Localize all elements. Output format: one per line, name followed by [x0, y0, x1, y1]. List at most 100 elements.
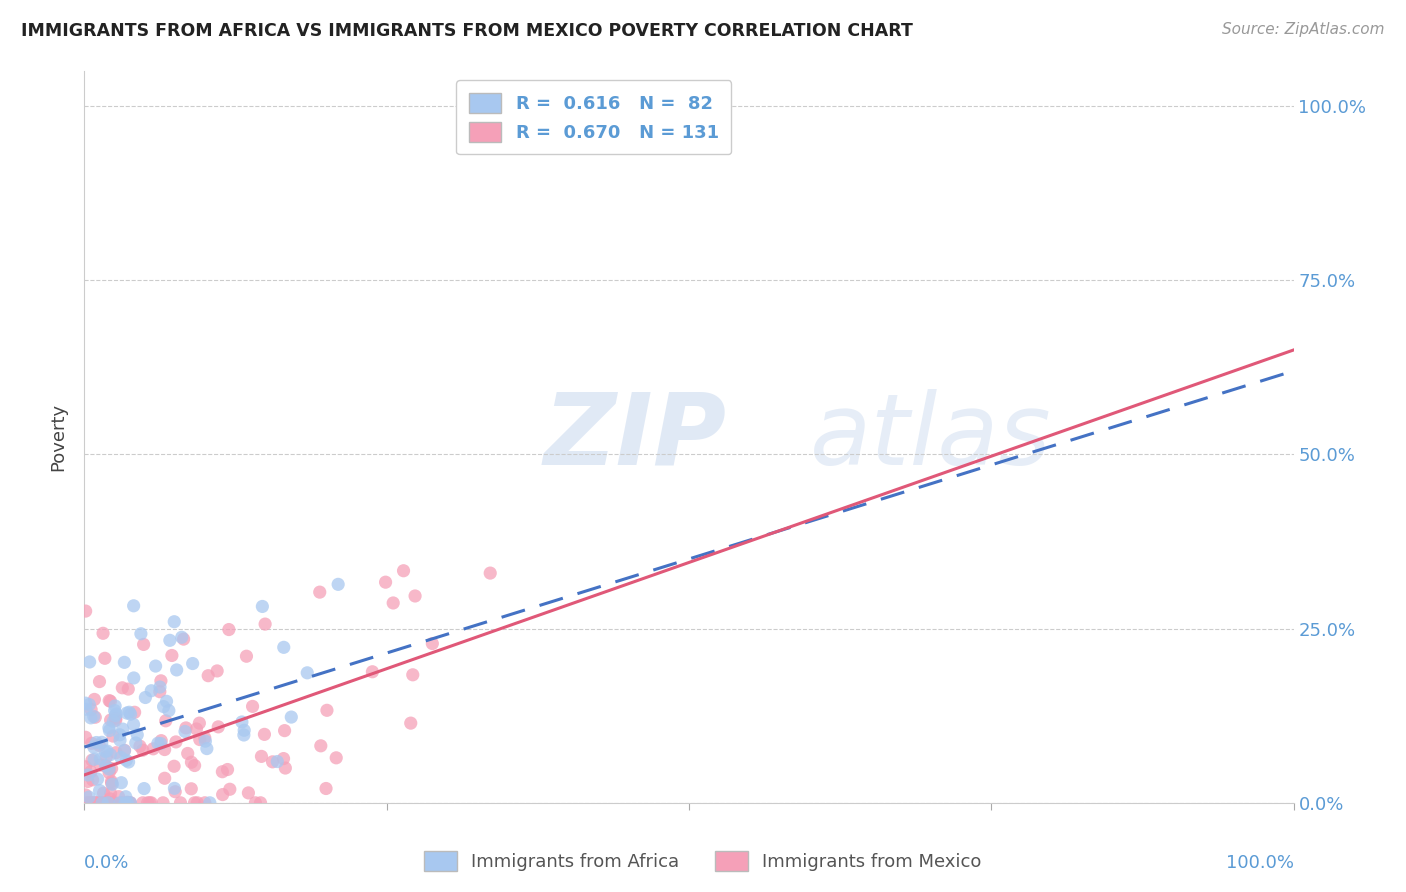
Point: [150, 733, 173, 747]
Point: [84, 796, 107, 810]
Point: [104, 796, 127, 810]
Point: [197, 669, 219, 683]
Point: [76, 774, 98, 789]
Point: [253, 727, 276, 741]
Point: [98, 723, 121, 738]
Point: [165, 735, 187, 749]
Point: [80, 711, 103, 725]
Point: [169, 796, 191, 810]
Text: 0.0%: 0.0%: [84, 854, 129, 872]
Point: [207, 720, 229, 734]
Point: [101, 796, 124, 810]
Point: [392, 564, 415, 578]
Point: [98, 792, 121, 806]
Point: [266, 755, 288, 769]
Point: [188, 716, 211, 731]
Point: [280, 710, 302, 724]
Point: [80, 753, 103, 767]
Point: [98, 762, 121, 776]
Point: [138, 796, 160, 810]
Point: [100, 747, 122, 762]
Point: [125, 736, 148, 750]
Point: [115, 706, 138, 720]
Point: [100, 774, 122, 789]
Point: [82, 796, 104, 810]
Point: [91, 796, 114, 810]
Point: [110, 796, 132, 810]
Point: [94, 759, 117, 773]
Point: [89, 739, 111, 753]
Point: [325, 751, 347, 765]
Point: [361, 665, 384, 679]
Point: [129, 626, 152, 640]
Point: [132, 743, 155, 757]
Point: [118, 796, 141, 810]
Point: [217, 763, 239, 777]
Point: [80, 764, 103, 779]
Point: [404, 589, 426, 603]
Y-axis label: Poverty: Poverty: [49, 403, 67, 471]
Point: [83, 752, 105, 766]
Point: [120, 796, 142, 810]
Point: [75, 788, 97, 802]
Point: [163, 781, 186, 796]
Point: [111, 681, 134, 695]
Point: [159, 633, 181, 648]
Point: [309, 739, 332, 753]
Point: [77, 768, 100, 782]
Point: [152, 796, 174, 810]
Point: [108, 728, 131, 742]
Point: [98, 765, 121, 780]
Point: [166, 663, 188, 677]
Point: [94, 759, 117, 773]
Point: [134, 690, 156, 705]
Point: [86, 735, 108, 749]
Text: atlas: atlas: [810, 389, 1052, 485]
Point: [153, 742, 176, 756]
Point: [120, 796, 142, 810]
Point: [211, 788, 233, 802]
Point: [124, 706, 146, 720]
Point: [82, 772, 104, 787]
Point: [402, 668, 425, 682]
Point: [273, 751, 295, 765]
Point: [91, 796, 114, 810]
Point: [110, 750, 132, 764]
Point: [198, 796, 221, 810]
Point: [118, 796, 141, 810]
Point: [83, 740, 105, 755]
Point: [89, 796, 111, 810]
Point: [174, 724, 197, 739]
Point: [195, 741, 218, 756]
Point: [117, 755, 139, 769]
Point: [79, 655, 101, 669]
Point: [107, 789, 129, 804]
Point: [94, 744, 117, 758]
Point: [104, 713, 127, 727]
Point: [76, 796, 98, 810]
Point: [235, 649, 257, 664]
Point: [149, 673, 172, 688]
Point: [100, 762, 122, 776]
Point: [100, 713, 122, 727]
Point: [101, 729, 124, 743]
Point: [170, 630, 193, 644]
Point: [181, 657, 204, 671]
Point: [122, 599, 145, 613]
Point: [218, 623, 240, 637]
Point: [94, 651, 117, 665]
Point: [141, 796, 163, 810]
Point: [315, 781, 337, 796]
Point: [186, 722, 208, 736]
Point: [101, 776, 124, 790]
Point: [75, 731, 97, 745]
Point: [254, 617, 277, 632]
Point: [145, 659, 167, 673]
Point: [104, 704, 127, 718]
Point: [111, 722, 134, 736]
Point: [232, 728, 254, 742]
Point: [273, 640, 295, 655]
Point: [122, 671, 145, 685]
Point: [194, 734, 217, 748]
Point: [115, 753, 138, 767]
